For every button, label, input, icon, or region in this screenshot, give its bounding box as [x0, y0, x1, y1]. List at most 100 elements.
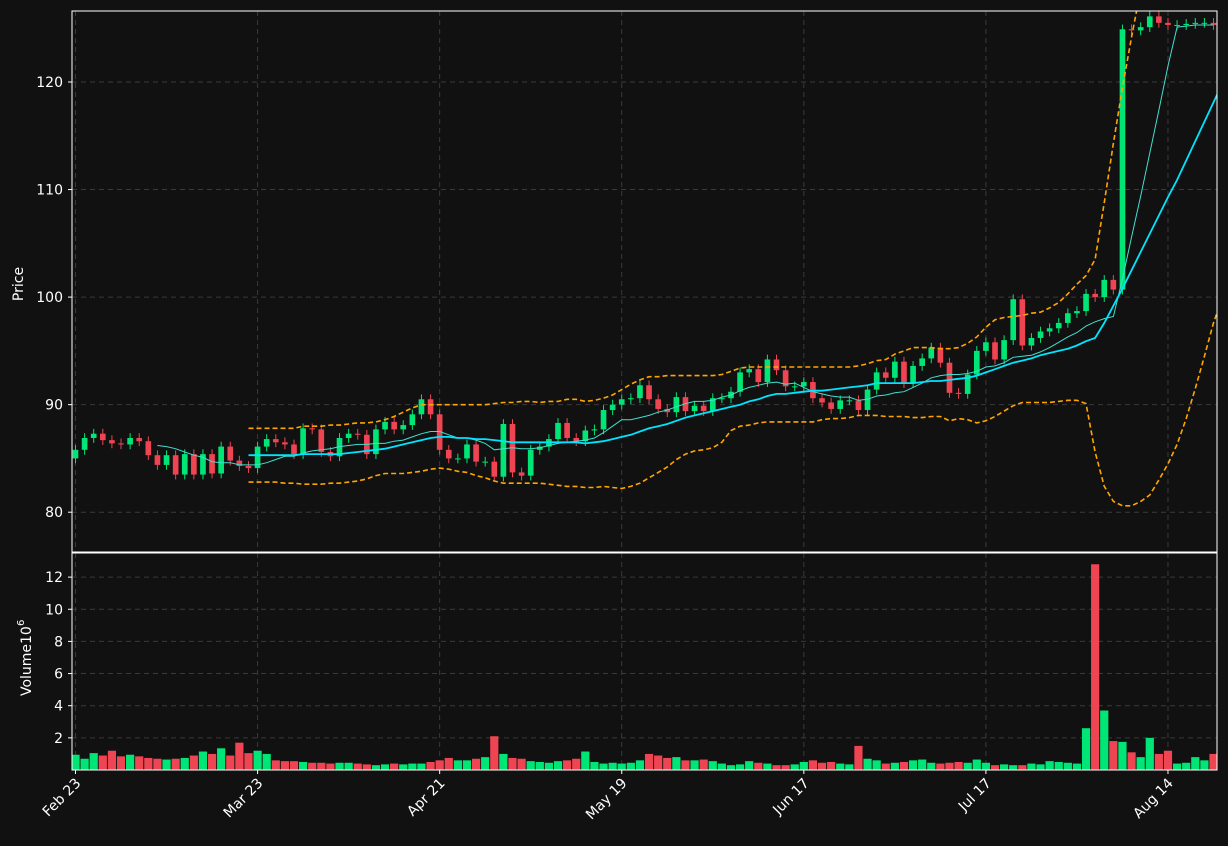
volume-bar [81, 759, 89, 770]
volume-bar [208, 754, 216, 770]
candle-body [400, 425, 406, 429]
volume-bar [1082, 728, 1090, 770]
candle-body [501, 424, 507, 477]
candle-body [136, 438, 142, 441]
volume-bar [226, 756, 234, 770]
volume-bar [945, 763, 953, 770]
volume-bar [1064, 763, 1072, 770]
candle-body [837, 400, 843, 409]
candle-body [674, 397, 680, 412]
candle-body [1174, 25, 1180, 26]
candle-body [701, 406, 707, 411]
candle-body [856, 400, 862, 410]
volume-bar [417, 764, 425, 770]
volume-bar [162, 760, 170, 770]
volume-bar [618, 764, 626, 770]
volume-bar [836, 764, 844, 770]
volume-tick-label: 10 [45, 602, 63, 618]
candle-body [382, 422, 388, 430]
volume-bar [117, 756, 125, 770]
volume-bar [71, 755, 79, 770]
candle-body [1019, 299, 1025, 345]
candle-body [1010, 299, 1016, 340]
candle-body [1165, 23, 1171, 25]
volume-bar [1137, 757, 1145, 770]
volume-bar [936, 764, 944, 770]
volume-bar [1018, 765, 1026, 770]
volume-bar [1100, 711, 1108, 770]
candle-body [1202, 23, 1208, 24]
volume-bar [244, 753, 252, 770]
candle-body [819, 398, 825, 402]
volume-bar [590, 762, 598, 770]
candle-body [218, 447, 224, 474]
volume-bar [663, 758, 671, 770]
candle-body [273, 439, 279, 442]
volume-bar [645, 754, 653, 770]
volume-bar [281, 761, 289, 770]
volume-tick-label: 2 [54, 731, 63, 747]
volume-bar [1046, 761, 1054, 770]
candle-body [100, 434, 106, 440]
candle-body [1147, 16, 1153, 27]
volume-bar [581, 752, 589, 770]
candle-body [564, 423, 570, 438]
volume-unit-base: 10 [19, 626, 35, 644]
volume-bar [1182, 763, 1190, 770]
volume-bar [408, 764, 416, 770]
candle-body [1156, 16, 1162, 22]
volume-bar [827, 762, 835, 770]
candle-body [291, 444, 297, 454]
volume-bar [891, 763, 899, 770]
volume-bar [1109, 741, 1117, 770]
candle-body [637, 385, 643, 398]
candle-body [1038, 332, 1044, 338]
volume-bar [654, 756, 662, 770]
candle-body [118, 443, 124, 444]
volume-bar [536, 762, 544, 770]
volume-bar [882, 764, 890, 770]
candle-body [619, 399, 625, 404]
volume-bar [672, 757, 680, 770]
candle-body [410, 414, 416, 425]
volume-bar [272, 760, 280, 770]
candle-body [1120, 29, 1126, 289]
volume-bar [854, 746, 862, 770]
candle-body [482, 462, 488, 463]
volume-bar [1173, 764, 1181, 770]
volume-bar [217, 748, 225, 770]
candle-body [992, 342, 998, 359]
candle-body [1029, 338, 1035, 346]
volume-bar [1146, 738, 1154, 770]
volume-bar [517, 759, 525, 770]
candle-body [91, 434, 97, 438]
candle-body [719, 398, 725, 399]
candle-body [801, 382, 807, 386]
volume-bar [363, 764, 371, 770]
candle-body [1111, 280, 1117, 290]
volume-bar [135, 756, 143, 770]
volume-bar [563, 760, 571, 770]
volume-bar [818, 763, 826, 770]
candle-body [947, 363, 953, 393]
volume-bar [190, 756, 198, 770]
volume-bar [263, 754, 271, 770]
volume-bar [490, 736, 498, 770]
volume-bar [982, 763, 990, 770]
candle-body [746, 369, 752, 372]
volume-bar [126, 755, 134, 770]
volume-bar [1055, 762, 1063, 770]
price-axis-label: Price [11, 267, 27, 301]
volume-axis-label: Volume 106 [16, 620, 35, 696]
volume-bar [873, 760, 881, 770]
volume-bar [354, 764, 362, 770]
volume-bar [527, 761, 535, 770]
candle-body [692, 406, 698, 411]
volume-bar [1036, 764, 1044, 770]
volume-bar [763, 764, 771, 770]
candle-body [737, 372, 743, 391]
volume-bar [1091, 564, 1099, 770]
volume-bar [900, 762, 908, 770]
